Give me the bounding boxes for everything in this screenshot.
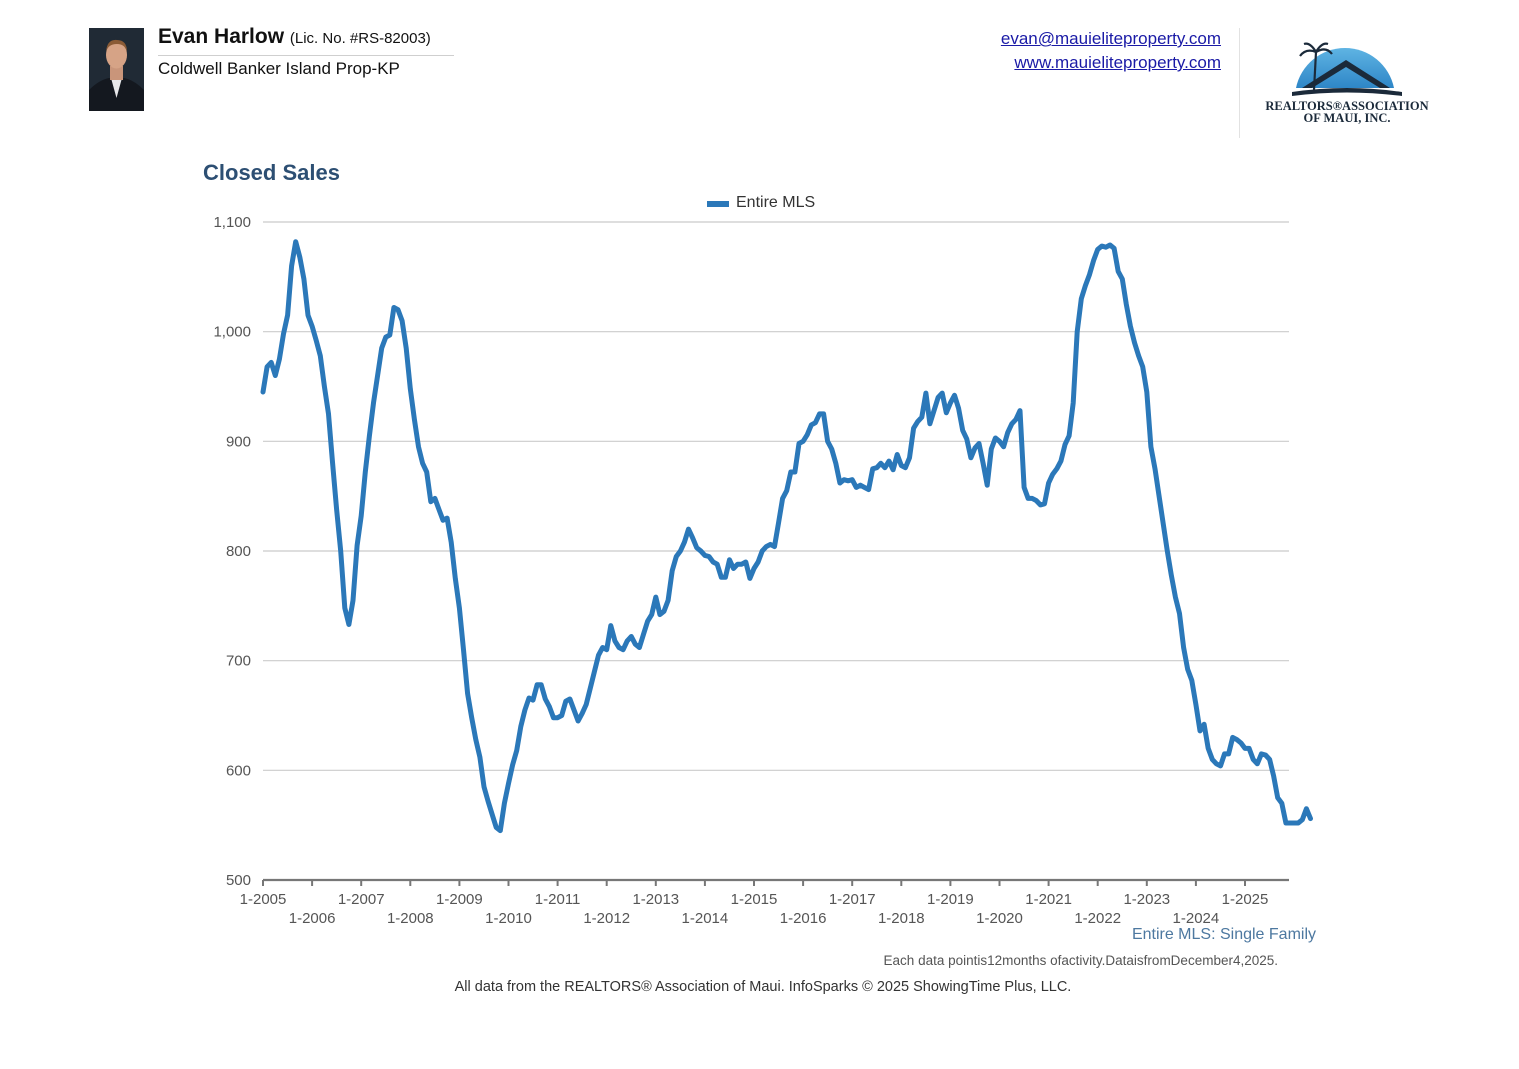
x-tick-label-1-2012: 1-2012 [583, 910, 630, 927]
y-tick-label-600: 600 [226, 762, 251, 779]
y-tick-label-1000: 1,000 [213, 324, 251, 341]
x-tick-label-1-2010: 1-2010 [485, 910, 532, 927]
logo-text-line2: OF MAUI, INC. [1303, 111, 1391, 125]
agent-company: Coldwell Banker Island Prop-KP [158, 59, 400, 78]
x-tick-label-1-2014: 1-2014 [682, 910, 729, 927]
website-link[interactable]: www.mauieliteproperty.com [1014, 53, 1221, 72]
y-tick-label-500: 500 [226, 872, 251, 889]
agent-photo-image [89, 28, 144, 111]
chart-note: Each data pointis12months ofactivity.Dat… [883, 953, 1278, 968]
x-tick-label-1-2017: 1-2017 [829, 891, 876, 908]
x-tick-label-1-2022: 1-2022 [1074, 910, 1121, 927]
realtors-association-logo [1292, 42, 1402, 96]
x-tick-label-1-2025: 1-2025 [1222, 891, 1269, 908]
y-axis-tick-labels: 500 600 700 800 900 1,000 1,100 [213, 214, 251, 889]
gridlines [263, 221, 1289, 771]
x-tick-label-1-2021: 1-2021 [1025, 891, 1072, 908]
x-tick-label-1-2013: 1-2013 [632, 891, 679, 908]
y-tick-label-700: 700 [226, 653, 251, 670]
agent-license: (Lic. No. #RS-82003) [289, 30, 431, 47]
chart-legend: Entire MLS [707, 194, 815, 211]
email-link[interactable]: evan@mauieliteproperty.com [1000, 29, 1221, 48]
x-tick-label-1-2023: 1-2023 [1123, 891, 1170, 908]
agent-name: Evan Harlow (Lic. No. #RS-82003) [158, 25, 431, 49]
agent-photo [89, 28, 144, 111]
agent-name-text: Evan Harlow [158, 25, 285, 48]
x-tick-label-1-2015: 1-2015 [731, 891, 778, 908]
logo-text-line1: REALTORS®ASSOCIATION [1265, 99, 1429, 113]
x-tick-label-1-2008: 1-2008 [387, 910, 434, 927]
x-tick-label-1-2019: 1-2019 [927, 891, 974, 908]
x-tick-label-1-2007: 1-2007 [338, 891, 385, 908]
legend-swatch [707, 201, 729, 207]
agent-divider [158, 55, 454, 56]
x-tick-label-1-2024: 1-2024 [1173, 910, 1220, 927]
y-tick-label-800: 800 [226, 543, 251, 560]
y-tick-label-1100: 1,100 [213, 214, 251, 231]
x-tick-label-1-2011: 1-2011 [535, 891, 581, 908]
chart-title: Closed Sales [203, 160, 340, 185]
x-tick-label-1-2006: 1-2006 [289, 910, 336, 927]
series-line-entire-mls [260, 239, 1313, 834]
chart-subtitle: Entire MLS: Single Family [1131, 926, 1316, 943]
y-tick-label-900: 900 [226, 433, 251, 450]
x-tick-label-1-2005: 1-2005 [240, 891, 287, 908]
footer-credit: All data from the REALTORS® Association … [454, 979, 1072, 995]
x-tick-label-1-2020: 1-2020 [976, 910, 1023, 927]
x-tick-label-1-2009: 1-2009 [436, 891, 483, 908]
x-tick-label-1-2016: 1-2016 [780, 910, 827, 927]
x-tick-label-1-2018: 1-2018 [878, 910, 925, 927]
header-divider [1239, 28, 1240, 138]
x-axis-ticks: 1-2005 1-2007 1-2009 1-2011 1-2013 1-2015 1-20… [240, 880, 1269, 927]
legend-label: Entire MLS [736, 194, 815, 211]
